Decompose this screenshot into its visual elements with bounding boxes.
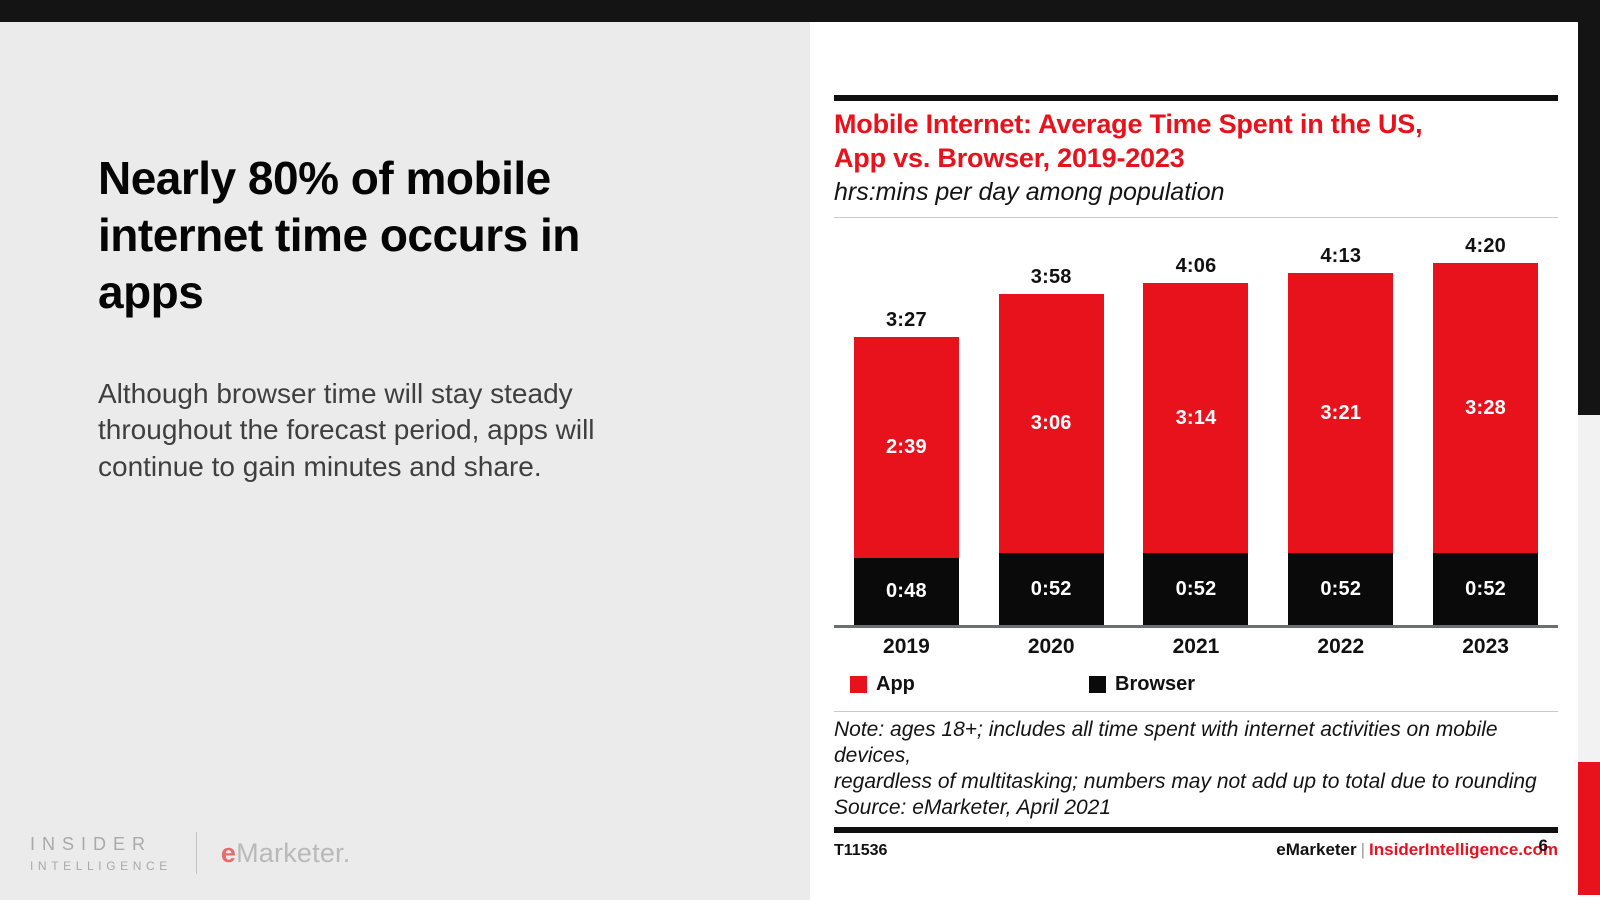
subtitle-divider-rule [834, 217, 1558, 219]
x-axis-label: 2021 [1172, 635, 1220, 659]
bar-value-label: 0:52 [1320, 577, 1362, 600]
bar-segment-browser: 0:48 [853, 558, 959, 626]
bar-segment-app: 3:21 [1288, 273, 1394, 554]
chart-id-label: T11536 [834, 842, 888, 860]
chart-note: Note: ages 18+; includes all time spent … [834, 717, 1558, 821]
bar-column: 4:13 3:21 0:52 [1268, 236, 1413, 626]
chart-title: Mobile Internet: Average Time Spent in t… [834, 107, 1558, 175]
app-legend-label: App [876, 673, 915, 696]
x-axis-label: 2019 [883, 635, 930, 659]
right-edge-black-strip [1578, 0, 1600, 415]
slide-title: Nearly 80% of mobile internet time occur… [98, 152, 580, 319]
bar-value-label: 3:14 [1175, 406, 1217, 429]
browser-legend-swatch [1089, 676, 1106, 694]
browser-legend-label: Browser [1115, 673, 1196, 696]
footer-site-link[interactable]: InsiderIntelligence.com [1369, 840, 1558, 860]
bar-total-label: 3:58 [1030, 266, 1072, 289]
intelligence-logo-word: INTELLIGENCE [30, 858, 172, 873]
bar-value-label: 0:52 [1175, 577, 1217, 600]
bar-total-label: 4:06 [1175, 255, 1217, 278]
chart-card: Mobile Internet: Average Time Spent in t… [834, 95, 1558, 860]
emarketer-logo: eMarketer. [221, 838, 351, 869]
bar-total-label: 4:13 [1320, 245, 1362, 268]
bar-value-label: 3:06 [1030, 412, 1072, 435]
bar-column: 4:20 3:28 0:52 [1413, 235, 1558, 626]
x-axis-label: 2020 [1027, 635, 1075, 659]
bar-value-label: 0:52 [1465, 577, 1506, 600]
bar-column: 4:06 3:14 0:52 [1124, 236, 1269, 626]
chart-top-rule [834, 95, 1558, 101]
app-legend-swatch [850, 676, 867, 694]
bar-segment-app: 3:28 [1433, 263, 1539, 554]
bar-segment-browser: 0:52 [1143, 553, 1249, 626]
footer-emarketer-label: eMarketer [1276, 840, 1357, 860]
bar-total-label: 4:20 [1465, 235, 1506, 258]
insider-logo-word: INSIDER [30, 833, 153, 854]
slide-text-panel: Nearly 80% of mobile internet time occur… [0, 22, 810, 900]
bar-column: 3:27 2:39 0:48 [834, 236, 979, 626]
slide-body-text: Although browser time will stay steady t… [98, 378, 595, 482]
chart-legend: App Browser [834, 673, 1558, 696]
chart-title-line1: Mobile Internet: Average Time Spent in t… [834, 109, 1423, 139]
chart-bottom-rule [834, 827, 1558, 834]
x-axis-label: 2022 [1317, 635, 1365, 659]
legend-item-app: App [850, 673, 1089, 696]
bar-stack: 3:21 0:52 [1288, 273, 1394, 626]
bar-value-label: 0:48 [885, 580, 927, 603]
chart-subtitle: hrs:mins per day among population [834, 178, 1225, 207]
bar-value-label: 2:39 [885, 436, 927, 459]
x-axis-labels: 2019 2020 2021 2022 2023 [834, 635, 1558, 659]
bar-chart-plot-area: 3:27 2:39 0:48 3:58 3:06 0:52 4:06 3:14 0:52 4:13… [834, 235, 1558, 629]
legend-item-browser: Browser [1089, 673, 1195, 696]
logo-divider [195, 832, 197, 874]
right-edge-red-strip [1578, 762, 1600, 895]
bar-value-label: 3:21 [1320, 401, 1362, 424]
bar-stack: 2:39 0:48 [853, 337, 959, 626]
bar-value-label: 3:28 [1465, 396, 1506, 419]
bar-segment-browser: 0:52 [998, 553, 1104, 626]
chart-title-line2: App vs. Browser, 2019-2023 [834, 143, 1185, 174]
footer-divider-glyph: | [1360, 840, 1366, 860]
bar-value-label: 0:52 [1030, 577, 1072, 600]
insider-intelligence-logo: INSIDER INTELLIGENCE [30, 834, 172, 873]
x-axis-label: 2023 [1462, 635, 1509, 659]
bar-stack: 3:28 0:52 [1433, 263, 1539, 626]
emarketer-logo-e: e [220, 837, 237, 868]
bar-segment-app: 3:06 [998, 294, 1104, 554]
bar-segment-browser: 0:52 [1288, 553, 1394, 626]
emarketer-logo-text: Marketer. [236, 837, 351, 868]
page-number: 6 [1538, 836, 1548, 855]
chart-footer-brand: eMarketer | InsiderIntelligence.com [1276, 840, 1558, 860]
note-line-1: Note: ages 18+; includes all time spent … [834, 718, 1498, 768]
brand-logo-row: INSIDER INTELLIGENCE eMarketer. [30, 832, 350, 874]
bar-total-label: 3:27 [885, 309, 927, 332]
bar-column: 3:58 3:06 0:52 [979, 236, 1124, 626]
bar-stack: 3:06 0:52 [998, 294, 1104, 626]
bar-segment-browser: 0:52 [1433, 553, 1539, 626]
bar-segment-app: 3:14 [1143, 283, 1249, 554]
note-divider-rule [834, 711, 1558, 713]
bar-segment-app: 2:39 [853, 337, 959, 559]
note-line-3: Source: eMarketer, April 2021 [834, 796, 1112, 820]
right-edge-gray-strip [1578, 415, 1600, 762]
top-accent-bar [0, 0, 1600, 22]
bar-stack: 3:14 0:52 [1143, 283, 1249, 626]
chart-footer: T11536 eMarketer | InsiderIntelligence.com [834, 840, 1558, 860]
note-line-2: regardless of multitasking; numbers may … [834, 770, 1537, 794]
